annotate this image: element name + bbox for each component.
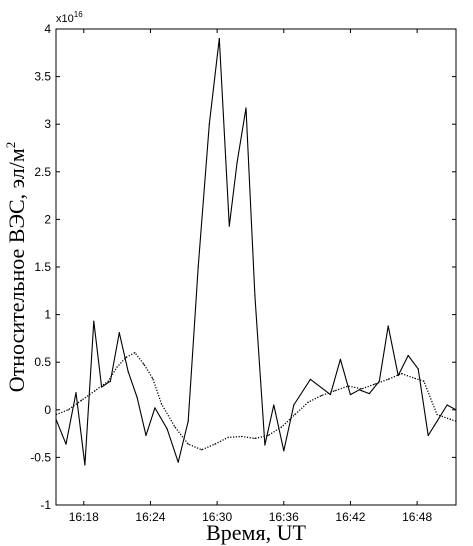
x-tick-label: 16:30	[202, 510, 232, 524]
x-tick-label: 16:42	[335, 510, 365, 524]
series-point	[283, 450, 285, 452]
series-point	[143, 363, 145, 365]
series-point	[166, 428, 168, 430]
series-point	[374, 383, 376, 385]
series-point	[218, 37, 220, 40]
y-axis-label-superscript: 2	[3, 142, 18, 149]
series-point	[334, 390, 336, 392]
x-tick-label: 16:18	[69, 510, 99, 524]
series-point	[228, 225, 230, 227]
y-tick-label: 3	[44, 117, 51, 131]
y-tick-label: -0.5	[30, 450, 51, 464]
series-point	[407, 354, 409, 357]
series-point	[214, 443, 216, 445]
series-point	[67, 409, 69, 411]
series-point	[329, 393, 332, 396]
y-multiplier-base: x10	[56, 13, 74, 25]
series-point	[446, 404, 448, 406]
series-point	[267, 434, 269, 437]
series-point	[177, 461, 179, 463]
series-point	[360, 388, 363, 390]
series-point	[84, 464, 86, 466]
y-tick-label: 1.5	[34, 260, 51, 274]
series-point	[136, 396, 138, 399]
series-point	[152, 377, 154, 379]
series-point	[273, 404, 275, 406]
series-point	[134, 352, 136, 354]
y-tick-label: 4	[44, 22, 51, 36]
series-point	[245, 107, 247, 109]
series-point	[387, 378, 389, 380]
series-point	[116, 366, 118, 368]
series-point	[264, 444, 266, 446]
series-point	[293, 404, 295, 406]
series-point	[309, 378, 312, 380]
series-point	[208, 123, 210, 125]
series-point	[145, 434, 147, 437]
series-point	[65, 443, 67, 445]
y-tick-label: 1	[44, 308, 51, 322]
series-point	[80, 399, 83, 401]
series-point	[436, 420, 438, 422]
series-point	[254, 294, 256, 297]
y-tick-label: 0	[44, 403, 51, 417]
y-axis-label-main: Относительное ВЭС, эл/м	[4, 148, 29, 392]
series-point	[400, 373, 403, 375]
series-point	[397, 374, 399, 377]
y-axis-label: Относительное ВЭС, эл/м2	[3, 142, 29, 393]
series-point	[414, 377, 416, 379]
y-tick-label: 3.5	[34, 70, 51, 84]
series-point	[93, 320, 95, 322]
series-point	[423, 380, 425, 382]
series-point	[94, 390, 96, 392]
series-point	[387, 325, 389, 327]
series-point	[197, 266, 199, 268]
series-point	[254, 437, 256, 439]
series-point	[307, 401, 309, 403]
y-tick-label: 0.5	[34, 355, 51, 369]
series-point	[109, 380, 112, 382]
ticks-layer: -1 -0.5 0 0.5 1 1.5 2 2.5 3 3.5 4 16:18 16:24 16:30 16…	[30, 22, 456, 524]
y-tick-label: 2.5	[34, 165, 51, 179]
series-point	[200, 449, 203, 451]
y-multiplier: x1016	[56, 10, 83, 25]
series-point	[368, 393, 370, 395]
y-tick-label: -1	[40, 498, 51, 512]
series-point	[427, 434, 429, 437]
series-point	[107, 380, 109, 382]
series-point	[339, 358, 342, 360]
series-point	[154, 407, 156, 409]
x-tick-label: 16:48	[402, 510, 432, 524]
series-point	[358, 389, 360, 391]
series-point	[127, 371, 129, 373]
series-point	[320, 394, 323, 397]
series-point	[449, 418, 452, 420]
series-point	[347, 385, 349, 387]
series-point	[187, 443, 189, 445]
x-axis-label: Время, UT	[206, 520, 306, 545]
series-point	[75, 392, 77, 394]
series-point	[125, 356, 127, 359]
series-layer	[55, 37, 457, 466]
x-tick-label: 16:36	[269, 510, 299, 524]
series-point	[294, 413, 296, 416]
series-point	[417, 368, 419, 370]
series-point	[227, 436, 229, 439]
series-point	[174, 426, 176, 428]
series-point	[349, 393, 352, 396]
series-point	[280, 426, 283, 428]
series-point	[436, 413, 438, 416]
series-point	[118, 332, 120, 334]
series-point	[160, 403, 163, 405]
y-tick-label: 2	[44, 212, 51, 226]
y-multiplier-exponent: 16	[74, 10, 83, 19]
series-point	[187, 420, 189, 422]
series-point	[378, 380, 380, 382]
series-point	[240, 435, 243, 438]
series-line-dotted	[55, 352, 457, 451]
x-tick-label: 16:24	[135, 510, 165, 524]
series-point	[236, 161, 238, 163]
